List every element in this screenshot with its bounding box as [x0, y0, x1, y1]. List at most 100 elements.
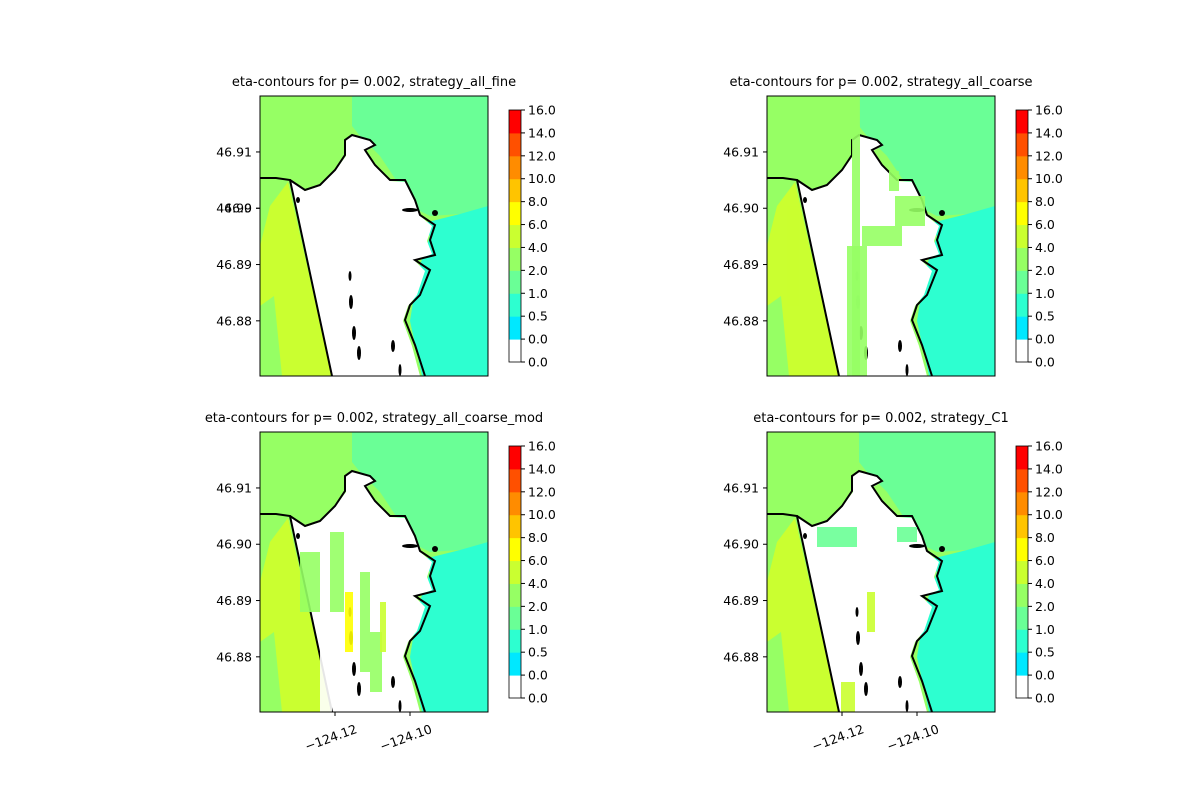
contour-patch	[889, 171, 899, 191]
colorbar-band	[1016, 537, 1028, 562]
colorbar: 0.0 0.0 0.5 1.0 2.0 4.0 6.0 8.0 10.0 12.0 14.0 16.0	[508, 103, 556, 370]
contour-patch	[841, 682, 855, 712]
x-tick-label: −124.10	[885, 721, 941, 754]
y-tick-label: 46.88	[216, 649, 252, 664]
colorbar-band	[509, 247, 521, 271]
colorbar-band	[509, 491, 521, 516]
colorbar-band	[509, 514, 521, 539]
colorbar-tick-label: 2.0	[528, 263, 548, 278]
colorbar-band	[1016, 514, 1028, 539]
colorbar-tick-label: 16.0	[1035, 439, 1063, 454]
colorbar-band	[1016, 316, 1028, 340]
contour-patch	[300, 552, 320, 612]
colorbar-tick-label: 12.0	[528, 484, 556, 499]
map-panel: eta-contours for p= 0.002, strategy_all_…	[205, 411, 543, 754]
colorbar-tick-label: 14.0	[1035, 461, 1063, 476]
colorbar-band	[1016, 155, 1028, 180]
colorbar-tick-label: 6.0	[1035, 553, 1055, 568]
colorbar-band	[1016, 110, 1028, 134]
panel-title: eta-contours for p= 0.002, strategy_all_…	[232, 75, 516, 90]
map-area	[767, 432, 995, 712]
map-panel: eta-contours for p= 0.002, strategy_all_…	[216, 75, 516, 377]
colorbar-band	[509, 270, 521, 294]
colorbar-tick-label: 0.0	[528, 332, 548, 347]
axes-frame	[259, 431, 489, 713]
colorbar-tick-label: 0.0	[1035, 691, 1055, 706]
map-area	[260, 432, 488, 712]
contour-patch	[380, 602, 386, 652]
colorbar-tick-label: 10.0	[528, 507, 556, 522]
colorbar-band	[509, 178, 521, 203]
y-tick-label: 46.88	[723, 649, 759, 664]
contour-patch	[817, 527, 857, 547]
colorbar-band	[509, 293, 521, 317]
map-area	[767, 96, 995, 376]
colorbar-tick-label: 8.0	[528, 194, 548, 209]
colorbar-band	[1016, 339, 1028, 363]
colorbar-band	[509, 606, 521, 630]
y-tick-label: 46.90	[216, 201, 252, 216]
colorbar-tick-label: 16.0	[528, 103, 556, 118]
colorbar-tick-label: 10.0	[528, 171, 556, 186]
axes-frame	[766, 431, 996, 713]
colorbar-band	[1016, 560, 1028, 584]
colorbar-frame	[508, 445, 522, 699]
contour-patch	[879, 176, 891, 192]
colorbar-tick-label: 4.0	[528, 240, 548, 255]
panel-title: eta-contours for p= 0.002, strategy_all_…	[730, 75, 1033, 90]
colorbar-band	[1016, 293, 1028, 317]
colorbar-band	[1016, 224, 1028, 248]
colorbar-tick-label: 16.0	[1035, 103, 1063, 118]
colorbar-tick-label: 0.5	[1035, 645, 1055, 660]
y-tick-label: 46.91	[723, 480, 759, 495]
colorbar-band	[1016, 468, 1028, 493]
colorbar-band	[509, 446, 521, 470]
colorbar-band	[509, 560, 521, 584]
map-panel: eta-contours for p= 0.002, strategy_C1 46…	[723, 411, 1009, 754]
y-tick-label: 46.91	[723, 144, 759, 159]
contour-patch	[345, 592, 353, 652]
colorbar-band	[509, 675, 521, 699]
colorbar-band	[1016, 270, 1028, 294]
colorbar-tick-label: 14.0	[528, 461, 556, 476]
colorbar-band	[1016, 247, 1028, 271]
panel-title: eta-contours for p= 0.002, strategy_C1	[753, 411, 1008, 426]
y-tick-label: 46.88	[723, 313, 759, 328]
colorbar-band	[1016, 629, 1028, 653]
colorbar-tick-label: 0.0	[528, 691, 548, 706]
colorbar-tick-label: 4.0	[528, 576, 548, 591]
colorbar-band	[509, 155, 521, 180]
colorbar-tick-label: 0.5	[528, 309, 548, 324]
x-tick-label: −124.12	[303, 721, 359, 754]
colorbar-band	[509, 224, 521, 248]
contour-patch	[787, 206, 799, 306]
colorbar-tick-label: 0.0	[528, 355, 548, 370]
y-tick-label: 46.90	[723, 201, 759, 216]
y-tick-label: 46.89	[723, 257, 759, 272]
colorbar-band	[1016, 606, 1028, 630]
colorbar-tick-label: 6.0	[528, 217, 548, 232]
contour-patch	[360, 572, 370, 672]
colorbar-band	[1016, 583, 1028, 607]
panel-title: eta-contours for p= 0.002, strategy_all_…	[205, 411, 543, 426]
axes-frame	[766, 95, 996, 377]
x-tick-label: −124.10	[378, 721, 434, 754]
y-tick-label: 46.89	[723, 593, 759, 608]
colorbar-band	[509, 468, 521, 493]
colorbar-tick-label: 14.0	[528, 125, 556, 140]
y-tick-label: 46.90	[723, 537, 759, 552]
x-tick-label: −124.12	[810, 721, 866, 754]
y-tick-label: 46.90	[216, 537, 252, 552]
axes-frame	[259, 95, 489, 377]
colorbar-tick-label: 8.0	[1035, 530, 1055, 545]
colorbar-band	[509, 339, 521, 363]
y-tick-label: 46.89	[216, 257, 252, 272]
colorbar-tick-label: 4.0	[1035, 576, 1055, 591]
colorbar: 0.0 0.0 0.5 1.0 2.0 4.0 6.0 8.0 10.0 12.0 14.0 16.0	[508, 439, 556, 706]
map-panel: eta-contours for p= 0.002, strategy_all_…	[723, 75, 1033, 377]
colorbar-tick-label: 8.0	[1035, 194, 1055, 209]
colorbar-tick-label: 0.0	[1035, 668, 1055, 683]
colorbar-tick-label: 0.5	[528, 645, 548, 660]
colorbar-tick-label: 2.0	[1035, 263, 1055, 278]
contour-patch	[897, 527, 917, 542]
